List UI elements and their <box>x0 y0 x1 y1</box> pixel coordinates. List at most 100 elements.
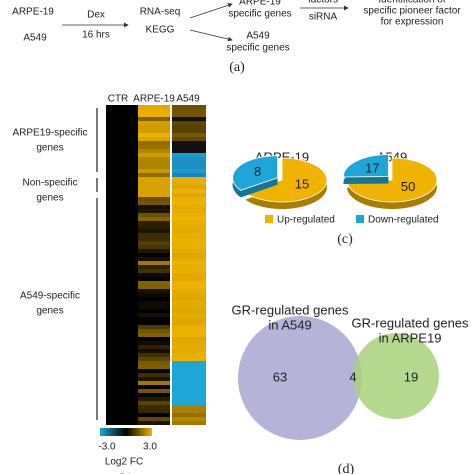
heat-cell <box>172 321 206 325</box>
venn-count: 4 <box>349 369 356 384</box>
label: for expression <box>381 17 444 28</box>
heat-cell <box>172 345 206 349</box>
heat-cell <box>138 217 170 221</box>
heat-cell <box>138 185 170 189</box>
heat-cell <box>138 397 170 401</box>
heat-cell <box>138 253 170 257</box>
heat-cell <box>172 173 206 177</box>
heat-cell <box>138 129 170 133</box>
heat-cell <box>172 237 206 241</box>
label: Log2 FC <box>105 457 143 468</box>
heat-cell <box>172 233 206 237</box>
heat-cell <box>138 345 170 349</box>
heat-cell <box>172 341 206 345</box>
label: A549 <box>23 33 47 44</box>
heat-cell <box>172 273 206 277</box>
heat-cell <box>172 365 206 369</box>
label: A549 <box>246 31 270 42</box>
heat-cell <box>172 317 206 321</box>
heat-cell <box>172 269 206 273</box>
heat-cell <box>172 185 206 189</box>
heat-cell <box>138 117 170 121</box>
heat-cell <box>172 149 206 153</box>
heat-cell <box>138 141 170 145</box>
heat-cell <box>172 197 206 201</box>
heat-cell <box>172 169 206 173</box>
heat-cell <box>172 325 206 329</box>
heat-cell <box>172 285 206 289</box>
heat-cell <box>172 417 206 421</box>
legend-label: Up-regulated <box>277 215 335 226</box>
heat-cell <box>138 313 170 317</box>
legend-label: Down-regulated <box>368 215 439 226</box>
heat-cell <box>138 309 170 313</box>
label: 3.0 <box>143 442 157 453</box>
heat-cell <box>138 301 170 305</box>
group-label: genes <box>36 143 63 154</box>
label: specific genes <box>228 9 291 20</box>
heat-cell <box>172 385 206 389</box>
heat-cell <box>138 121 170 125</box>
heat-cell <box>172 357 206 361</box>
label: Identification of <box>378 0 445 6</box>
heat-cell <box>138 205 170 209</box>
heat-cell <box>138 157 170 161</box>
heat-cell <box>138 161 170 165</box>
heat-cell <box>172 181 206 185</box>
venn-arpe19 <box>353 333 439 419</box>
heat-cell <box>172 205 206 209</box>
heat-cell <box>138 229 170 233</box>
legend-swatch <box>356 215 364 223</box>
label: specific pioneer factor <box>363 6 461 17</box>
heat-cell <box>172 349 206 353</box>
heat-cell <box>138 293 170 297</box>
heat-cell <box>138 237 170 241</box>
heat-cell <box>172 313 206 317</box>
column-label: CTR <box>108 94 129 105</box>
group-label: genes <box>36 306 63 317</box>
heat-cell <box>138 337 170 341</box>
heat-cell <box>172 121 206 125</box>
heat-cell <box>172 377 206 381</box>
heat-cell <box>172 241 206 245</box>
heat-cell <box>138 181 170 185</box>
venn-title: GR-regulated genes <box>231 302 349 317</box>
heat-cell <box>138 361 170 365</box>
label: specific genes <box>226 43 289 54</box>
heat-cell <box>172 333 206 337</box>
venn-count: 19 <box>404 369 418 384</box>
label: ARPE-19 <box>239 0 281 8</box>
heat-cell <box>172 277 206 281</box>
heat-cell <box>172 393 206 397</box>
heat-cell <box>138 277 170 281</box>
heat-cell <box>138 273 170 277</box>
heat-cell <box>138 297 170 301</box>
group-label: ARPE19-specific <box>12 128 87 139</box>
heat-cell <box>172 201 206 205</box>
pie-slice <box>244 157 328 203</box>
heat-cell <box>138 245 170 249</box>
heat-cell <box>138 289 170 293</box>
color-bar <box>100 428 152 436</box>
heat-cell <box>172 421 206 425</box>
heat-cell <box>138 125 170 129</box>
heat-cell <box>138 165 170 169</box>
pie-slice <box>343 154 389 178</box>
heat-cell <box>138 105 170 109</box>
heat-cell <box>172 189 206 193</box>
heat-cell <box>138 113 170 117</box>
heat-cell <box>172 301 206 305</box>
heat-cell <box>138 201 170 205</box>
heat-cell <box>172 265 206 269</box>
heat-cell <box>172 253 206 257</box>
heat-cell <box>172 353 206 357</box>
heat-cell <box>172 133 206 137</box>
heat-cell <box>138 393 170 397</box>
heat-cell <box>172 293 206 297</box>
heatmap <box>106 105 206 425</box>
heat-cell <box>138 269 170 273</box>
heat-cell <box>172 125 206 129</box>
pie-slice <box>232 155 278 191</box>
heat-cell <box>138 173 170 177</box>
